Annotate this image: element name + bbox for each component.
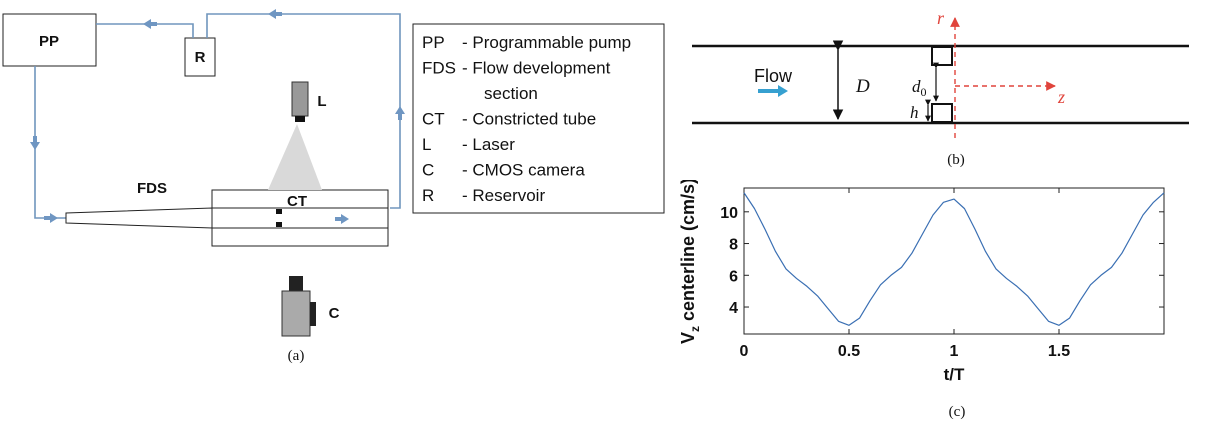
legend-desc: - Flow development: [462, 59, 611, 78]
pump-label: PP: [39, 33, 59, 50]
x-tick-label: 0.5: [838, 343, 860, 360]
constriction-top: [276, 209, 282, 214]
laser-sheet: [268, 124, 322, 190]
reservoir-label: R: [195, 49, 206, 66]
constriction-bottom: [276, 222, 282, 227]
reservoir-box: [184, 37, 216, 77]
series-line: [743, 192, 1165, 326]
z-axis-label: z: [1057, 87, 1065, 107]
constriction-bottom-block: [931, 103, 953, 123]
legend-entry: L - Laser: [422, 135, 515, 154]
legend-entry: CT - Constricted tube: [422, 110, 596, 129]
legend-desc: - CMOS camera: [462, 161, 585, 180]
laser-label: L: [317, 93, 326, 110]
legend-entry: C - CMOS camera: [422, 161, 585, 180]
legend-abbr: FDS: [422, 59, 456, 78]
r-axis-label: r: [937, 8, 945, 28]
legend-desc: - Constricted tube: [462, 110, 596, 129]
height-label: h: [910, 103, 919, 122]
legend-desc: - Programmable pump: [462, 33, 631, 52]
legend-entry: R - Reservoir: [422, 186, 545, 205]
legend-entry: section: [484, 84, 538, 103]
fds-tube: [65, 207, 213, 229]
legend-abbr: C: [422, 161, 434, 180]
panel-c-caption: (c): [949, 404, 966, 420]
legend-entry: PP - Programmable pump: [422, 33, 631, 52]
flow-arrow: [758, 85, 788, 97]
pump-box: [2, 13, 97, 67]
panel-a-schematic: PP R FDS CT L C (a) PP - Programmable pum…: [2, 9, 665, 364]
diameter-label: D: [855, 76, 870, 97]
legend-desc: - Reservoir: [462, 186, 545, 205]
camera-body: [281, 290, 311, 337]
legend-entry: FDS - Flow development: [422, 59, 611, 78]
fds-label: FDS: [137, 180, 167, 197]
x-tick-label: 0: [740, 343, 749, 360]
panel-b-geometry: D d0 h Flow r z (b): [692, 8, 1189, 168]
x-axis-label: t/T: [944, 365, 965, 384]
camera-side: [310, 302, 316, 326]
legend-desc: - Laser: [462, 135, 515, 154]
legend-box: [412, 23, 665, 214]
y-tick-label: 4: [729, 300, 738, 317]
laser-tip: [295, 116, 305, 122]
plot-frame: [743, 187, 1165, 335]
y-tick-label: 6: [729, 268, 738, 285]
y-tick-label: 10: [720, 205, 738, 222]
legend-desc: section: [484, 84, 538, 103]
laser-body: [291, 81, 309, 117]
x-tick-label: 1.5: [1048, 343, 1070, 360]
legend-entries: PP - Programmable pump FDS - Flow developme…: [422, 33, 631, 205]
camera-label: C: [329, 305, 340, 322]
camera-lens: [289, 276, 303, 292]
legend-abbr: CT: [422, 110, 445, 129]
panel-b-caption: (b): [947, 152, 965, 168]
y-tick-label: 8: [729, 237, 738, 254]
panel-c-chart: 0 0.5 1 1.5 4 6 8 10 t/T Vz centerline (cm/s) (c): [678, 180, 1165, 420]
legend-abbr: PP: [422, 33, 445, 52]
gap-label: d0: [912, 77, 927, 99]
legend-abbr: L: [422, 135, 431, 154]
flow-label: Flow: [754, 66, 793, 86]
ct-label: CT: [287, 193, 307, 210]
y-axis-label: Vz centerline (cm/s): [678, 180, 702, 344]
constriction-top-block: [931, 46, 953, 66]
legend-abbr: R: [422, 186, 434, 205]
panel-a-caption: (a): [288, 348, 305, 364]
x-tick-label: 1: [950, 343, 959, 360]
